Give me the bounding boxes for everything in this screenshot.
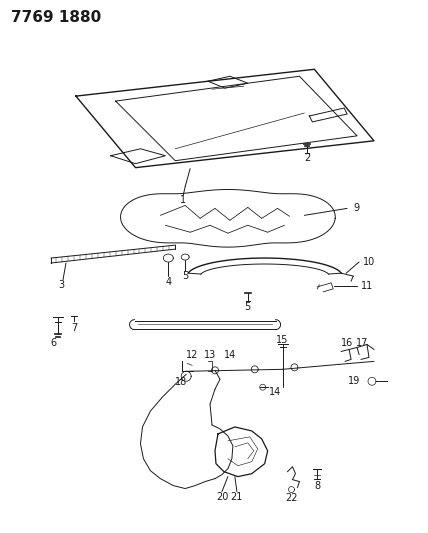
Text: 5: 5: [245, 302, 251, 312]
Text: 12: 12: [186, 350, 198, 360]
Text: 4: 4: [165, 277, 171, 287]
Text: 3: 3: [58, 280, 64, 290]
Text: 21: 21: [231, 492, 243, 503]
Text: 17: 17: [356, 337, 368, 348]
Text: 14: 14: [224, 350, 236, 360]
Text: 18: 18: [175, 377, 187, 387]
Text: 7769 1880: 7769 1880: [11, 10, 101, 25]
Text: 10: 10: [363, 257, 375, 267]
Text: 22: 22: [285, 494, 298, 504]
Text: 7: 7: [71, 322, 77, 333]
Text: 11: 11: [361, 281, 373, 291]
Text: 14: 14: [268, 387, 281, 397]
Text: 8: 8: [314, 481, 321, 490]
Text: 9: 9: [353, 204, 359, 213]
Text: 6: 6: [50, 338, 56, 349]
Text: 16: 16: [341, 337, 353, 348]
Text: 19: 19: [348, 376, 360, 386]
Text: 5: 5: [182, 271, 188, 281]
Text: 13: 13: [204, 350, 216, 360]
Text: 20: 20: [216, 492, 228, 503]
Text: 15: 15: [276, 335, 289, 344]
Text: 2: 2: [304, 153, 311, 163]
Text: 1: 1: [180, 196, 186, 205]
